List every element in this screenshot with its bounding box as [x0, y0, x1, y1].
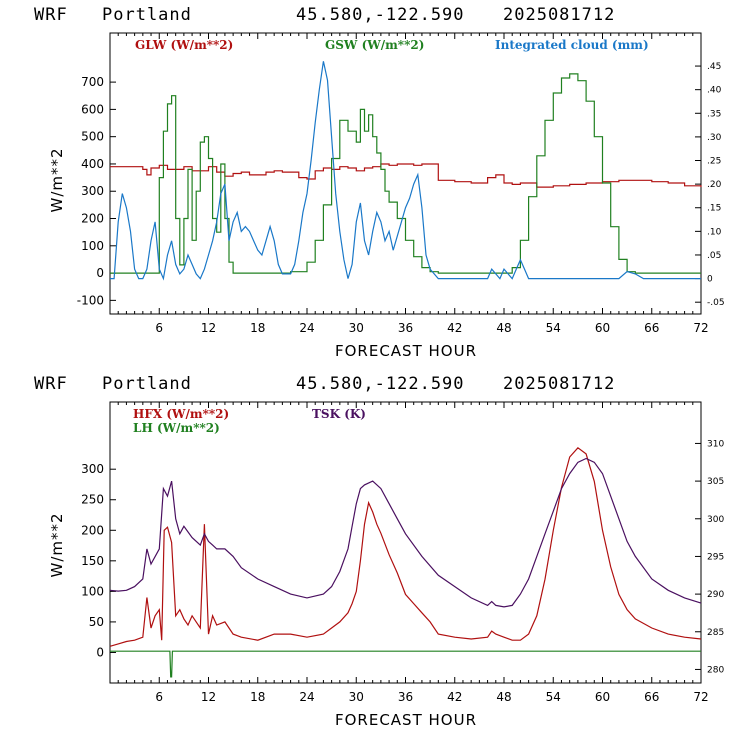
y2-tick-label: 280 — [707, 665, 724, 675]
legend-gsw: GSW (W/m**2) — [325, 38, 424, 52]
x-tick-label: 48 — [496, 321, 511, 335]
y-tick-label: 300 — [81, 462, 104, 476]
x-tick-label: 60 — [595, 321, 610, 335]
x-tick-label: 18 — [250, 690, 265, 704]
series-line-0 — [110, 163, 702, 188]
legend-lh: LH (W/m**2) — [133, 421, 220, 435]
y2-tick-label: 0 — [707, 275, 713, 285]
y2-tick-label: .40 — [707, 86, 722, 96]
y-tick-label: 700 — [81, 75, 104, 89]
x-tick-label: 42 — [447, 690, 462, 704]
y2-tick-label: .30 — [707, 133, 722, 143]
plot-frame — [109, 401, 702, 684]
y2-tick-label: 290 — [707, 590, 724, 600]
header-model: WRF — [34, 374, 68, 394]
x-tick-label: 30 — [349, 321, 364, 335]
y-tick-label: 200 — [81, 212, 104, 226]
y2-tick-label: 300 — [707, 515, 724, 525]
y2-tick-label: .25 — [707, 157, 721, 167]
series-line-0 — [109, 446, 702, 647]
y2-tick-label: .05 — [707, 251, 721, 261]
y-tick-label: 300 — [81, 184, 104, 198]
x-tick-label: 6 — [155, 690, 163, 704]
y-tick-label: 0 — [96, 266, 104, 280]
y2-tick-label: 310 — [707, 439, 724, 449]
y-tick-label: -100 — [77, 293, 104, 307]
header-coords: 45.580,-122.590 — [296, 5, 465, 25]
header-location: Portland — [102, 5, 192, 25]
y-tick-label: 100 — [81, 239, 104, 253]
y-tick-label: 50 — [89, 615, 104, 629]
x-tick-label: 12 — [201, 321, 216, 335]
series-line-2 — [109, 457, 702, 608]
x-tick-label: 72 — [693, 690, 708, 704]
x-tick-label: 24 — [299, 690, 314, 704]
x-tick-label: 72 — [693, 321, 708, 335]
header-model: WRF — [34, 5, 68, 25]
y-tick-label: 100 — [81, 584, 104, 598]
y-axis-label-bottom: W/m**2 — [48, 512, 66, 577]
y2-tick-label: .10 — [707, 227, 722, 237]
y-tick-label: 150 — [81, 554, 104, 568]
header-run: 2025081712 — [503, 374, 615, 394]
y-tick-label: 0 — [96, 645, 104, 659]
y2-tick-label: 285 — [707, 628, 724, 638]
legend-integrated-cloud: Integrated cloud (mm) — [495, 38, 649, 52]
plot-area-top: 6 12 18 24 30 36 42 48 54 60 66 72 -100 0 100 200 300 400… — [77, 32, 725, 335]
y-axis-label-top: W/m**2 — [48, 147, 66, 212]
x-axis-label-bottom: FORECAST HOUR — [335, 711, 477, 729]
x-tick-label: 12 — [201, 690, 216, 704]
x-tick-label: 6 — [155, 321, 163, 335]
series-line-1 — [110, 650, 701, 678]
x-tick-label: 24 — [299, 321, 314, 335]
series-line-2 — [110, 61, 701, 281]
plot-area-bottom: 6 12 18 24 30 36 42 48 54 60 66 72 0 50 100 150 200 250 30… — [81, 401, 724, 704]
y2-tick-label: -.05 — [707, 298, 725, 308]
x-tick-label: 48 — [496, 690, 511, 704]
y2-tick-label: 295 — [707, 552, 724, 562]
header-coords: 45.580,-122.590 — [296, 374, 465, 394]
series-line-1 — [110, 73, 701, 274]
x-tick-label: 60 — [595, 690, 610, 704]
legend-hfx: HFX (W/m**2) — [133, 407, 229, 421]
x-tick-label: 54 — [546, 690, 561, 704]
plot-frame — [109, 32, 702, 315]
y-tick-label: 500 — [81, 130, 104, 144]
y-tick-label: 600 — [81, 102, 104, 116]
x-tick-label: 54 — [546, 321, 561, 335]
panel-top: WRF Portland 45.580,-122.590 2025081712 … — [34, 5, 725, 360]
x-tick-label: 42 — [447, 321, 462, 335]
legend-tsk: TSK (K) — [312, 407, 366, 421]
x-tick-label: 36 — [398, 321, 413, 335]
panel-bottom: WRF Portland 45.580,-122.590 2025081712 … — [34, 374, 724, 729]
y2-tick-label: .45 — [707, 62, 721, 72]
x-tick-label: 66 — [644, 321, 659, 335]
x-tick-label: 66 — [644, 690, 659, 704]
x-tick-label: 36 — [398, 690, 413, 704]
y2-tick-label: .35 — [707, 109, 721, 119]
header-location: Portland — [102, 374, 192, 394]
y2-tick-label: .15 — [707, 204, 721, 214]
y-tick-label: 250 — [81, 493, 104, 507]
x-axis-label-top: FORECAST HOUR — [335, 342, 477, 360]
x-tick-label: 18 — [250, 321, 265, 335]
x-tick-label: 30 — [349, 690, 364, 704]
y-tick-label: 200 — [81, 523, 104, 537]
header-run: 2025081712 — [503, 5, 615, 25]
y2-tick-label: 305 — [707, 477, 724, 487]
legend-glw: GLW (W/m**2) — [135, 38, 233, 52]
y-tick-label: 400 — [81, 157, 104, 171]
y2-tick-label: .20 — [707, 180, 722, 190]
